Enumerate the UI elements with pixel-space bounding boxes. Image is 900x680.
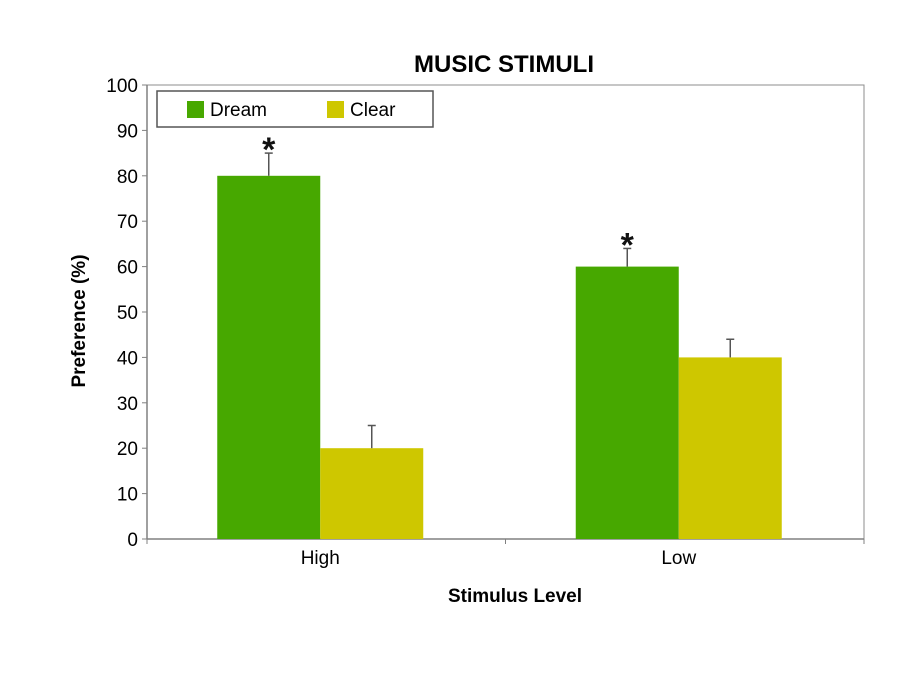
legend-swatch-dream xyxy=(187,101,204,118)
x-tick-label: High xyxy=(301,548,340,569)
significance-asterisk: * xyxy=(262,131,276,169)
y-tick-label: 60 xyxy=(117,258,138,279)
chart-title: MUSIC STIMULI xyxy=(414,51,594,78)
significance-asterisk: * xyxy=(621,226,635,264)
y-tick-label: 80 xyxy=(117,167,138,188)
bars xyxy=(217,175,782,540)
y-tick-label: 100 xyxy=(106,76,138,97)
error-bars xyxy=(264,152,735,449)
bar-clear-high xyxy=(320,448,424,539)
y-tick-label: 40 xyxy=(117,348,138,369)
y-tick-label: 30 xyxy=(117,394,138,415)
bar-clear-low xyxy=(678,357,782,539)
x-axis-label: Stimulus Level xyxy=(448,586,582,607)
significance-markers: ** xyxy=(262,131,635,264)
y-axis-label: Preference (%) xyxy=(69,254,90,387)
y-tick-label: 90 xyxy=(117,121,138,142)
x-tick-label: Low xyxy=(661,548,696,569)
y-tick-label: 50 xyxy=(117,303,138,324)
legend-label-clear: Clear xyxy=(350,100,396,121)
legend-label-dream: Dream xyxy=(210,100,267,121)
bar-dream-low xyxy=(575,266,679,539)
y-tick-label: 10 xyxy=(117,485,138,506)
y-tick-label: 70 xyxy=(117,212,138,233)
axes: 0 10 20 30 40 50 60 70 80 90 100 High Low xyxy=(106,76,865,569)
legend: Dream Clear xyxy=(156,90,434,128)
bar-dream-high xyxy=(217,175,321,540)
legend-swatch-clear xyxy=(327,101,344,118)
y-tick-label: 0 xyxy=(127,530,138,551)
y-tick-label: 20 xyxy=(117,439,138,460)
